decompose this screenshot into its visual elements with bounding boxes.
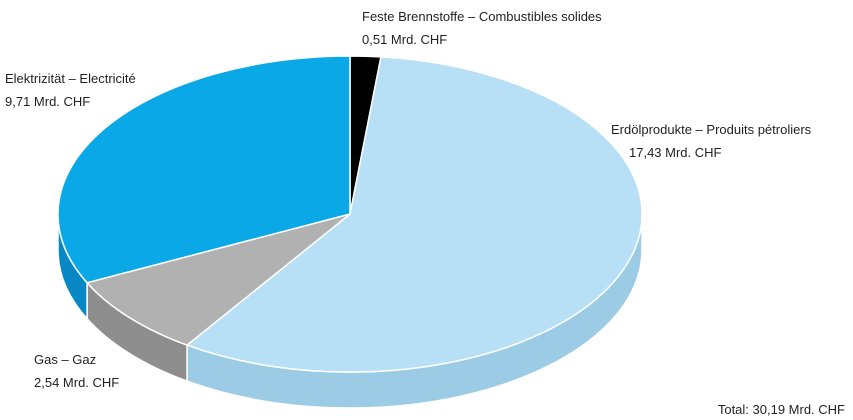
slice-value-gas: 2,54 Mrd. CHF — [34, 375, 119, 390]
slice-value-electricity: 9,71 Mrd. CHF — [5, 94, 90, 109]
pie-slice-2 — [86, 213, 351, 346]
pie-slice-1 — [186, 56, 643, 373]
chart-total: Total: 30,19 Mrd. CHF — [718, 402, 845, 417]
pie-top-faces — [57, 55, 643, 373]
slice-value-petroleum: 17,43 Mrd. CHF — [629, 145, 722, 160]
slice-label-electricity: Elektrizität – Electricité — [5, 71, 136, 86]
slice-label-solid-fuels: Feste Brennstoffe – Combustibles solides — [362, 9, 602, 24]
slice-value-solid-fuels: 0,51 Mrd. CHF — [362, 32, 447, 47]
pie-slice-3 — [57, 55, 351, 284]
slice-label-gas: Gas – Gaz — [34, 352, 96, 367]
pie-side-walls — [57, 213, 643, 409]
slice-label-petroleum: Erdölprodukte – Produits pétroliers — [611, 122, 812, 137]
